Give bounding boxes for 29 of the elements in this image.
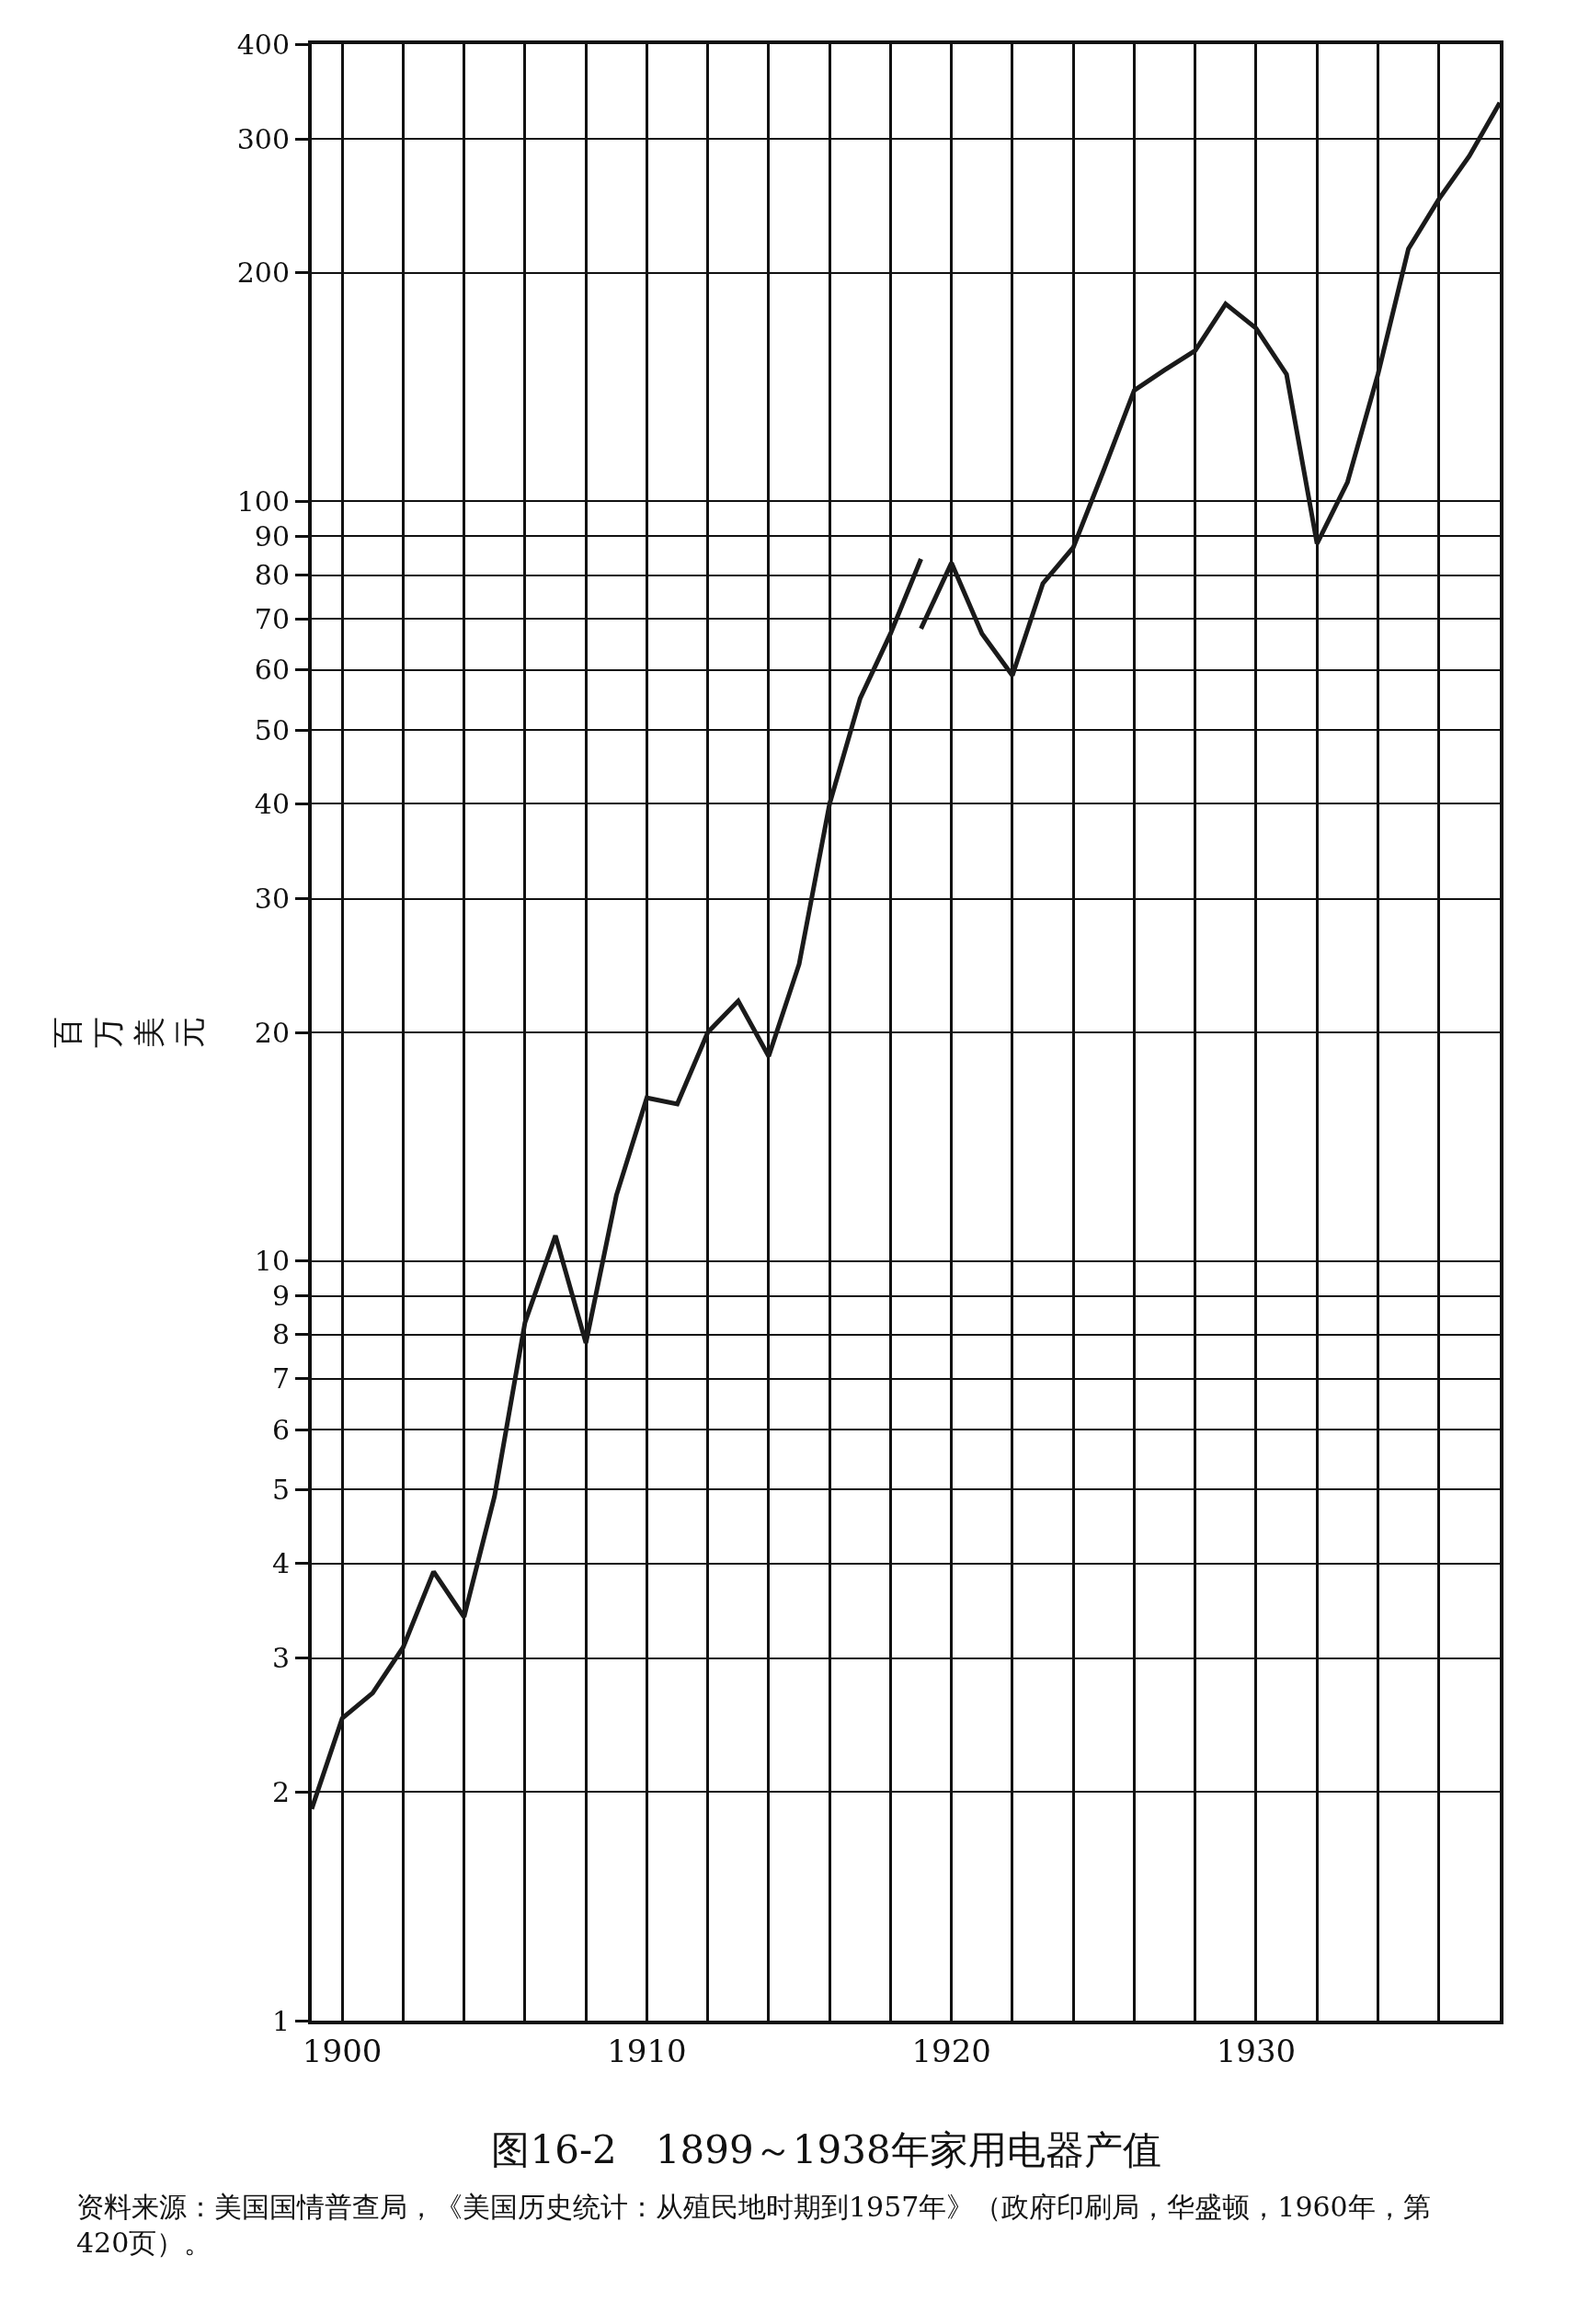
y-tick-label: 20 [254, 1016, 290, 1049]
x-tick-label: 1910 [607, 2032, 687, 2069]
x-tick-label: 1920 [911, 2032, 991, 2069]
y-tick-label: 4 [271, 1547, 290, 1580]
y-tick-label: 6 [271, 1413, 290, 1446]
y-tick-label: 10 [254, 1245, 290, 1278]
y-tick-label: 2 [271, 1775, 290, 1808]
y-tick-label: 5 [271, 1473, 290, 1506]
y-tick-label: 9 [271, 1280, 290, 1313]
x-tick-label: 1900 [302, 2032, 383, 2069]
y-tick-label: 300 [236, 122, 290, 155]
y-axis-title: 百万美元 [49, 1017, 208, 1048]
y-tick-label: 60 [254, 654, 290, 687]
x-tick-label: 1930 [1216, 2032, 1297, 2069]
text: 图16-2 1899～1938年家用电器产值 [491, 2127, 1161, 2173]
y-tick-label: 50 [254, 713, 290, 746]
y-tick-label: 90 [254, 519, 290, 553]
y-tick-label: 3 [271, 1642, 290, 1675]
y-tick-label: 7 [271, 1362, 290, 1396]
y-tick-label: 400 [236, 28, 290, 61]
y-tick-label: 100 [236, 484, 290, 518]
y-tick-label: 8 [271, 1318, 290, 1351]
text: 资料来源：美国国情普查局，《美国历史统计：从殖民地时期到1957年》（政府印刷局，华盛顿，1960年，第420页）。 [76, 2191, 1431, 2259]
y-tick-label: 200 [236, 256, 290, 290]
y-tick-label: 30 [254, 883, 290, 915]
y-tick-label: 70 [254, 602, 290, 635]
y-tick-label: 80 [254, 559, 290, 592]
y-tick-label: 1 [271, 2004, 290, 2037]
y-tick-label: 40 [254, 787, 290, 820]
